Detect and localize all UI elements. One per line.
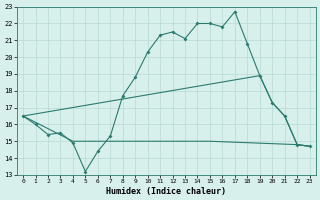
X-axis label: Humidex (Indice chaleur): Humidex (Indice chaleur) [106,187,226,196]
